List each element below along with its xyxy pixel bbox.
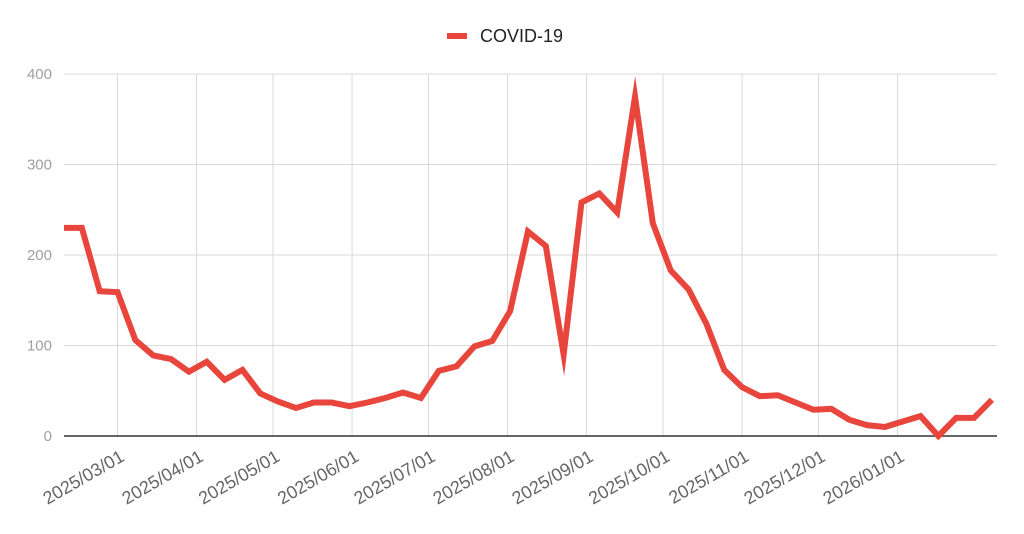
- y-axis-tick-labels: 0 100 200 300 400: [27, 66, 52, 445]
- y-tick-label: 200: [27, 247, 52, 264]
- y-tick-label: 400: [27, 66, 52, 83]
- y-tick-label: 300: [27, 157, 52, 174]
- y-tick-label: 100: [27, 338, 52, 355]
- x-tick-label: 2025/10/01: [585, 446, 673, 508]
- x-tick-label: 2025/06/01: [274, 446, 362, 508]
- x-tick-label: 2025/04/01: [119, 446, 207, 508]
- x-tick-label: 2026/01/01: [820, 446, 908, 508]
- y-gridlines: [64, 73, 997, 346]
- x-tick-label: 2025/09/01: [509, 446, 597, 508]
- x-tick-label: 2025/11/01: [665, 446, 752, 508]
- legend: COVID-19: [447, 26, 563, 46]
- x-tick-label: 2025/03/01: [40, 446, 128, 508]
- x-axis-tick-labels: 2025/03/012025/04/012025/05/012025/06/01…: [40, 446, 908, 508]
- y-tick-label: 0: [44, 428, 52, 445]
- legend-label-covid-19: COVID-19: [480, 26, 563, 46]
- series-layer: [64, 76, 995, 441]
- x-tick-label: 2025/07/01: [351, 446, 439, 508]
- x-tick-label: 2025/05/01: [195, 446, 283, 508]
- x-tick-label: 2025/08/01: [430, 446, 518, 508]
- series-line-covid-19: [64, 76, 995, 441]
- x-tick-label: 2025/12/01: [741, 446, 829, 508]
